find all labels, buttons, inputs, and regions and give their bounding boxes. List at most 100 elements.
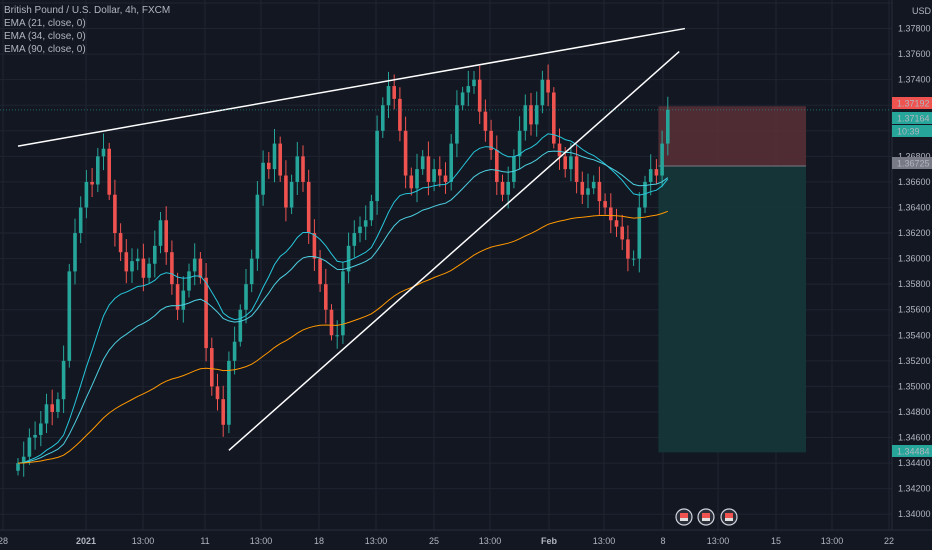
candle-body [358, 226, 362, 234]
price-label: 1.36725 [892, 157, 932, 169]
candle [61, 345, 66, 413]
candle-body [580, 181, 585, 195]
y-tick-labels: 1.34000 1.34200 1.34400 1.34600 1.34800 1.350… [898, 24, 931, 520]
price-label: 10:39 [892, 125, 932, 137]
candle [580, 171, 585, 205]
candle [84, 169, 89, 219]
lower-trendline [228, 51, 680, 451]
candle-body [73, 233, 77, 272]
candle-body [529, 105, 533, 125]
candle-body [609, 207, 613, 221]
price-label-bg [892, 97, 932, 109]
event-flag-icon-flag-bottom [725, 518, 733, 521]
candle-body [523, 105, 528, 131]
candle-body [392, 86, 396, 99]
candle [346, 232, 351, 284]
candle-body [666, 109, 670, 144]
candle-body [175, 284, 180, 310]
candle-body [460, 92, 465, 106]
y-tick-label: 1.36000 [898, 254, 931, 264]
candle-body [626, 239, 630, 259]
event-flag-icon-flag [725, 513, 733, 518]
candle [261, 150, 265, 206]
candle [244, 268, 248, 324]
candle-body [204, 277, 208, 349]
candle [552, 87, 556, 149]
candle [192, 243, 197, 286]
x-tick-label: 13:00 [707, 536, 730, 546]
candle [289, 174, 294, 215]
candle-body [381, 105, 385, 131]
candle-body [375, 130, 379, 202]
price-label: 1.37164 [892, 112, 932, 124]
candle [557, 128, 562, 170]
candle-body [403, 130, 408, 176]
x-tick-label: 13:00 [365, 536, 388, 546]
candle-body [67, 271, 72, 361]
candle [158, 212, 163, 254]
ema-34-line [17, 150, 669, 464]
candle-body [124, 252, 129, 272]
candle-body [438, 169, 442, 176]
candle [44, 393, 49, 434]
candle [16, 457, 20, 476]
candle-body [574, 156, 579, 182]
candle-body [449, 143, 453, 182]
candle-body [557, 143, 562, 157]
candle [495, 135, 499, 195]
candle-body [198, 258, 203, 278]
candle-body [221, 399, 225, 425]
candle-body [158, 220, 163, 246]
candle [569, 142, 573, 182]
candle-body [278, 143, 282, 176]
candle-body [84, 181, 89, 208]
y-tick-label: 1.34000 [898, 509, 931, 519]
x-tick-label: 15 [771, 536, 781, 546]
candle-body [101, 148, 106, 157]
candle-body [500, 181, 505, 195]
y-tick-label: 1.36600 [898, 177, 931, 187]
candle [101, 133, 106, 171]
candle-body [620, 226, 624, 240]
x-tick-label: 2021 [76, 536, 96, 546]
candle [272, 129, 277, 183]
candle-body [352, 233, 357, 246]
candle [284, 160, 288, 222]
candle-body [631, 258, 636, 260]
candle [403, 116, 408, 189]
candle [460, 86, 465, 111]
candle-body [135, 258, 140, 262]
candle-body [324, 284, 328, 310]
candle-body [210, 348, 214, 387]
candle-body [130, 261, 134, 272]
price-label-text: 1.34484 [897, 447, 930, 457]
y-tick-label: 1.34200 [898, 484, 931, 494]
legend-ema21: EMA (21, close, 0) [4, 18, 86, 29]
y-tick-label: 1.34800 [898, 407, 931, 417]
candle-body [61, 360, 66, 400]
candle [238, 304, 243, 347]
y-tick-label: 1.34400 [898, 458, 931, 468]
candle-body [289, 181, 294, 208]
candle [21, 441, 26, 477]
candle [39, 411, 43, 447]
candle [523, 94, 528, 141]
candle [381, 97, 385, 138]
candle [529, 92, 533, 136]
x-tick-label: 13:00 [593, 536, 616, 546]
candle-body [192, 258, 197, 272]
candle [363, 205, 368, 241]
candle-body [363, 220, 368, 227]
candle-body [506, 181, 510, 195]
y-tick-label: 1.35600 [898, 305, 931, 315]
candle-body [455, 105, 459, 144]
event-flag-icon-flag-bottom [702, 518, 710, 521]
candle-body [483, 111, 488, 131]
candle [50, 389, 54, 426]
candle-body [312, 233, 317, 259]
candle [546, 64, 550, 107]
candle [660, 130, 664, 188]
candle [540, 70, 545, 114]
price-label-bg [892, 157, 932, 169]
